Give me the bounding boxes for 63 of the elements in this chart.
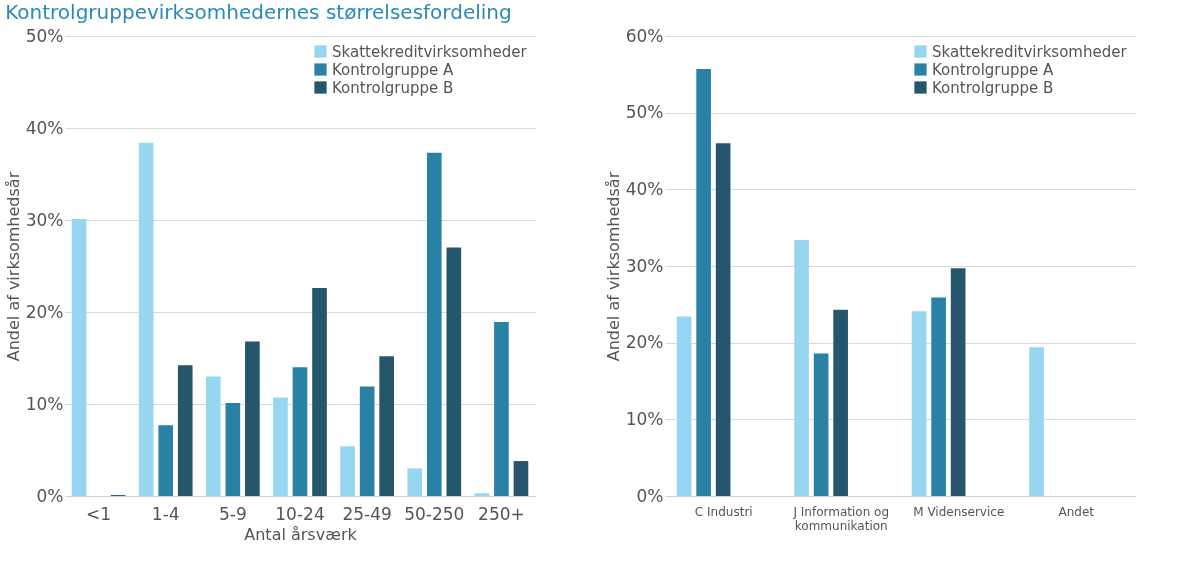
bar [950,268,966,496]
x-tick-label: 25-49 [342,503,392,524]
bar [245,341,260,496]
y-tick-label: 30% [25,209,64,230]
x-tick-label: 10-24 [275,503,325,524]
bar [407,468,423,496]
y-tick-label: 0% [636,485,664,506]
bar [715,143,731,496]
x-tick-label: M Videnservice [913,504,1005,519]
bar [446,247,462,496]
x-tick-label: 1-4 [151,503,180,524]
y-tick-label: 40% [25,117,64,138]
x-tick-label: 5-9 [218,503,247,524]
y-tick-label: 50% [25,25,64,46]
bar [225,403,241,496]
y-tick-label: 50% [625,102,664,123]
bar [359,386,375,496]
bar [813,353,829,496]
y-tick-label: 40% [625,178,664,199]
y-tick-label: 20% [625,332,664,353]
legend-label: Kontrolgruppe B [332,78,454,97]
bar [1029,347,1044,496]
x-tick-label: <1 [86,503,112,524]
bar [931,297,946,496]
legend-label: Skattekreditvirksomheder [332,42,528,61]
bar [292,367,308,496]
bar [138,142,154,496]
bar [833,309,848,496]
bar [71,219,87,496]
y-tick-label: 20% [25,301,64,322]
bar [177,365,193,496]
y-axis-title: Andel af virksomhedsår [3,171,23,362]
bar [911,311,927,496]
x-tick-label: 50-250 [404,503,465,524]
x-tick-label: 250+ [478,503,525,524]
legend-label: Kontrolgruppe B [932,78,1054,97]
bar [696,68,711,496]
x-tick-label: C Industri [694,504,753,519]
chart-title: Kontrolgruppevirksomhedernes størrelsesfordeling [5,0,512,24]
y-tick-label: 10% [625,408,664,429]
x-tick-label: Andet [1058,504,1095,519]
bar [379,356,394,496]
legend-label: Kontrolgruppe A [932,60,1055,79]
bar [312,288,327,496]
bar [513,461,529,496]
x-axis-title: Antal årsværk [244,524,358,544]
bar [273,397,288,496]
bar [494,322,509,496]
x-tick-label: J Information og kommunikation [792,504,890,533]
legend-label: Kontrolgruppe A [332,60,455,79]
bar [426,152,442,496]
legend-label: Skattekreditvirksomheder [932,42,1128,61]
y-tick-label: 0% [36,485,64,506]
bar [794,239,809,496]
y-tick-label: 60% [625,25,664,46]
bar [676,316,692,496]
y-axis-title: Andel af virksomhedsår [603,171,623,362]
bar [340,446,355,496]
bar [158,425,174,496]
bar [474,493,490,496]
y-tick-label: 10% [25,393,64,414]
y-tick-label: 30% [625,255,664,276]
bar [206,376,221,496]
